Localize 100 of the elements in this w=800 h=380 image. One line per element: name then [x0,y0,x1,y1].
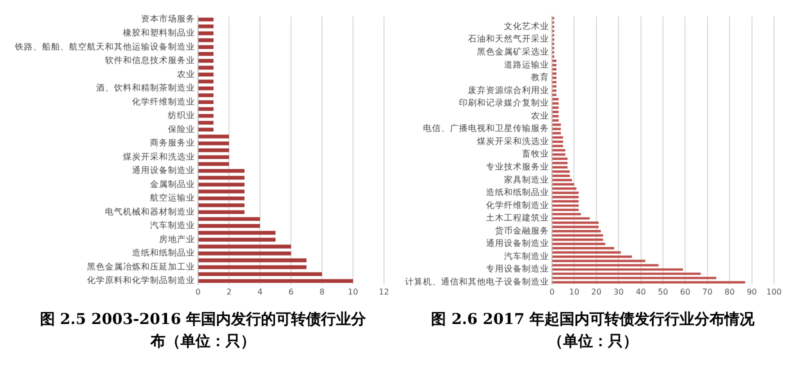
bar [552,192,579,194]
y-tick-label: 金属制品业 [150,178,195,190]
y-tick-label: 家具制造业 [504,174,549,186]
bar [552,221,599,224]
bar [552,166,568,168]
text: 图 2.5 2003-2016 年国内发行的可转债行业分布（单位：只） [38,309,368,352]
bar [198,107,214,111]
bar [552,174,570,177]
bar [198,45,214,49]
x-tick-label: 0 [195,287,201,296]
y-tick-label: 保险业 [168,124,195,135]
bar [198,148,229,152]
y-tick-label: 橡胶和塑料制品业 [123,28,195,38]
y-tick-label: 黑色金属矿采选业 [477,46,549,58]
bar [552,76,556,80]
bar [198,134,229,138]
bar [552,68,556,71]
bar [552,115,559,118]
bar [198,162,229,166]
bar [198,141,229,146]
bar [198,224,260,228]
bar [552,204,579,207]
bar [198,196,244,200]
bar [198,238,276,242]
y-tick-label: 电气机械和器材制造业 [105,206,195,218]
y-tick-label: 资本市场服务 [141,14,195,25]
bar [198,120,214,125]
bar [198,86,214,90]
y-tick-label: 道路运输业 [504,59,549,70]
bar [198,155,229,160]
x-tick-label: 40 [636,287,646,296]
bar [198,176,244,180]
y-tick-label: 化学纤维制造业 [132,96,195,108]
bar [552,230,601,232]
bar [198,93,214,98]
y-tick-label: 煤炭开采和洗选业 [123,151,195,162]
y-tick-label: 化学原料和化学制品制造业 [87,275,195,286]
y-tick-label: 计算机、通信和其他电子设备制造业 [405,276,549,288]
bar [552,102,559,105]
bar [198,279,353,283]
x-tick-label: 4 [257,287,263,296]
bar [552,80,556,84]
y-tick-label: 石油和天然气开采业 [468,34,549,45]
x-tick-label: 6 [288,287,294,296]
text: 图 2.6 2017 年起国内可转债发行行业分布情况（单位：只） [430,309,756,352]
y-tick-label: 汽车制造业 [150,220,195,232]
y-tick-label: 专用设备制造业 [486,264,549,275]
y-tick-label: 软件和信息技术服务业 [105,55,195,66]
bar [552,89,556,92]
x-tick-label: 2 [226,287,232,296]
bar [552,183,574,186]
y-tick-label: 航空运输业 [150,192,195,204]
bar [198,252,291,256]
bar [552,226,599,228]
bar [552,200,579,203]
bar [552,140,564,143]
bar [198,258,306,262]
x-tick-label: 8 [319,287,325,296]
bar [198,244,291,248]
y-tick-label: 黑色金属冶炼和压延加工业 [87,261,195,272]
bar [198,66,214,70]
y-tick-label: 铁路、船舶、航空航天和其他运输设备制造业 [14,41,195,52]
bar [552,281,746,284]
y-tick-label: 畜牧业 [522,148,549,160]
y-tick-label: 房地产业 [159,234,195,245]
bar [198,203,244,208]
bar [198,190,244,194]
y-tick-label: 电信、广播电视和卫星传输服务 [423,123,549,134]
y-tick-label: 货币金融服务 [495,225,549,236]
bar [552,94,556,96]
bar [198,265,306,270]
bar [552,132,561,134]
x-tick-label: 90 [746,287,757,296]
y-tick-label: 通用设备制造业 [132,165,195,176]
x-tick-label: 10 [569,287,580,296]
x-tick-label: 20 [591,287,602,296]
bar [552,72,556,75]
y-tick-label: 造纸和纸制品业 [132,248,195,259]
bar [198,72,214,76]
bar [198,217,260,221]
bar [552,98,559,100]
y-tick-label: 商务服务业 [150,138,195,149]
bar [198,114,214,118]
y-tick-label: 教育 [531,72,549,84]
y-tick-label: 通用设备制造业 [486,238,549,250]
bar [198,182,244,187]
bar [552,149,566,152]
bar [552,238,604,241]
bar [552,60,556,62]
y-tick-label: 化学纤维制造业 [486,200,549,211]
bar [198,24,214,28]
x-tick-label: 60 [680,287,690,296]
bar [198,100,214,104]
x-tick-label: 0 [549,287,555,296]
y-tick-label: 农业 [177,68,195,80]
x-tick-label: 12 [378,287,390,296]
bar [198,58,214,63]
bar [552,208,579,212]
bar [198,272,322,276]
bar [198,230,276,235]
